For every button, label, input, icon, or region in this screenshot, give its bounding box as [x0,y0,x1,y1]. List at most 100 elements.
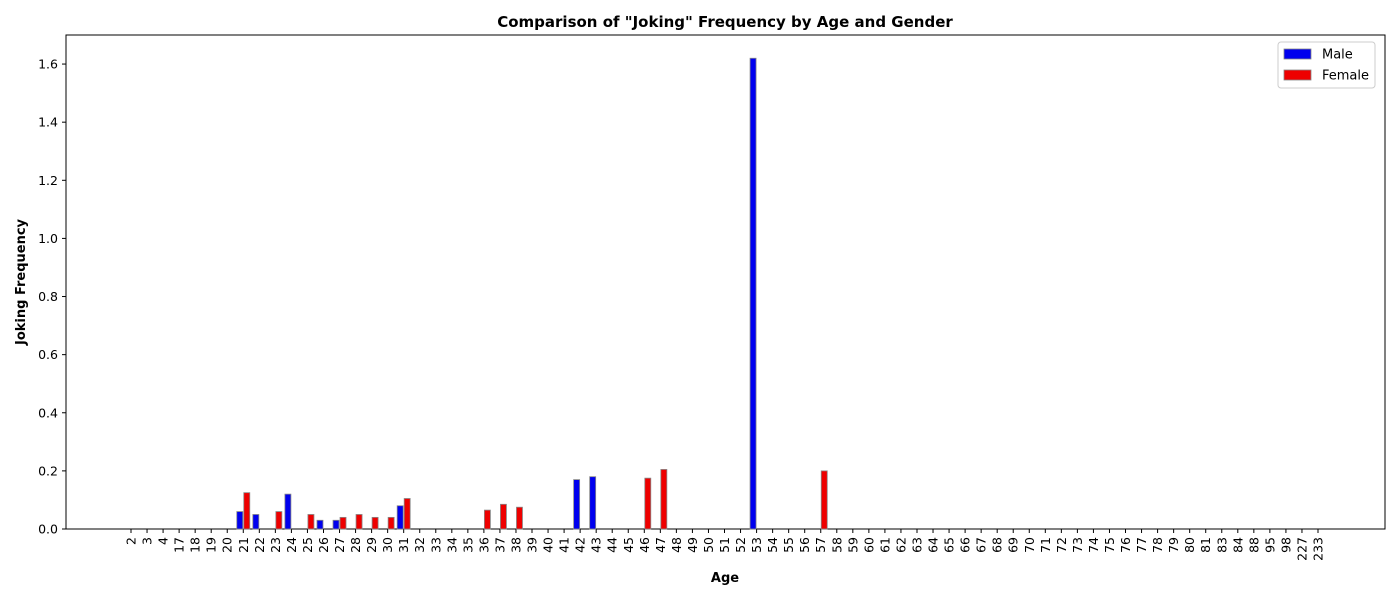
x-tick-label: 70 [1022,537,1037,553]
x-tick-label: 62 [893,537,908,553]
x-tick-label: 31 [396,537,411,553]
bar-female [355,514,363,530]
x-tick-label: 67 [974,537,989,553]
x-tick-label: 27 [332,537,347,553]
x-tick-label: 39 [525,537,540,553]
x-tick-label: 74 [1086,537,1101,553]
x-tick-label: 95 [1262,537,1277,553]
x-tick-label: 33 [428,537,443,553]
x-tick-label: 21 [236,537,251,553]
x-tick-label: 52 [733,537,748,553]
x-tick-label: 69 [1006,537,1021,553]
x-tick-label: 19 [204,537,219,553]
bar-female [371,516,379,530]
x-tick-label: 98 [1278,537,1293,553]
x-tick-label: 53 [749,537,764,553]
x-tick-label: 81 [1198,537,1213,553]
bar-female [516,506,523,530]
x-tick-label: 22 [252,537,267,553]
y-tick-label: 0.4 [38,405,58,420]
bar-male [252,514,260,530]
x-tick-label: 50 [701,537,716,553]
y-tick-label: 1.6 [38,57,58,72]
bar-female [660,469,668,530]
x-tick-label: 58 [829,537,844,553]
x-tick-label: 60 [861,537,876,553]
x-tick-label: 44 [605,537,620,553]
bar-male [573,479,581,530]
bar-male [316,519,324,530]
x-tick-label: 233 [1311,537,1326,561]
x-tick-label: 78 [1150,537,1165,553]
x-tick-label: 80 [1182,537,1197,553]
y-axis-label: Joking Frequency [14,218,29,346]
bar-male [284,493,292,530]
x-tick-label: 32 [412,537,427,553]
x-tick-label: 72 [1054,537,1069,553]
bar-male [396,505,404,530]
x-tick-label: 79 [1166,537,1181,553]
x-tick-label: 35 [460,537,475,553]
y-tick-label: 0.8 [38,289,58,304]
x-tick-label: 34 [444,537,459,553]
x-tick-label: 88 [1246,537,1261,553]
x-tick-label: 75 [1102,537,1117,553]
bar-female [483,509,491,530]
x-tick-label: 43 [589,537,604,553]
x-tick-label: 56 [797,537,812,553]
plot-frame [65,34,1386,530]
x-tick-label: 65 [942,537,957,553]
y-tick-label: 1.0 [38,231,58,246]
x-tick-label: 55 [781,537,796,553]
bar-male [589,476,597,530]
x-tick-label: 26 [316,537,331,553]
legend: Male Female [1277,41,1376,89]
x-tick-label: 71 [1038,537,1053,553]
y-tick-label: 0.6 [38,347,58,362]
bar-female [387,516,395,530]
legend-swatch-male [1283,48,1312,60]
x-tick-label: 73 [1070,537,1085,553]
x-tick-label: 64 [926,537,941,553]
x-tick-label: 68 [990,537,1005,553]
bar-male [749,57,757,530]
y-tick-label: 1.4 [38,115,58,130]
bar-female [339,516,347,530]
x-tick-label: 37 [492,537,507,553]
x-tick-label: 61 [877,537,892,553]
y-tick-label: 0.0 [38,522,58,537]
legend-label-male: Male [1322,48,1353,63]
bar-female [820,470,828,530]
x-tick-label: 24 [284,537,299,553]
x-tick-label: 63 [909,537,924,553]
x-tick-label: 46 [637,537,652,553]
legend-label-female: Female [1322,69,1369,84]
x-tick-label: 47 [653,537,668,553]
x-tick-label: 18 [188,537,203,553]
x-tick-label: 83 [1214,537,1229,553]
bar-female [500,503,507,530]
x-tick-label: 54 [765,537,780,553]
y-tick-label: 0.2 [38,463,58,478]
x-tick-label: 23 [268,537,283,553]
x-tick-label: 2 [124,537,139,545]
x-tick-label: 20 [220,537,235,553]
x-tick-label: 3 [140,537,155,545]
y-tick-label: 1.2 [38,173,58,188]
x-tick-label: 77 [1134,537,1149,553]
chart-title: Comparison of "Joking" Frequency by Age … [497,13,953,31]
plot-area: 0.00.20.40.60.81.01.21.41.62 3 4 17 18 19 20 21… [38,34,1386,561]
x-tick-label: 25 [300,537,315,553]
x-tick-label: 17 [172,537,187,553]
x-tick-label: 41 [557,537,572,553]
x-tick-label: 42 [573,537,588,553]
x-tick-label: 4 [156,537,171,545]
x-axis-label: Age [711,571,739,586]
bar-female [275,511,283,530]
x-tick-label: 29 [364,537,379,553]
x-tick-label: 45 [621,537,636,553]
x-tick-label: 57 [813,537,828,553]
x-tick-label: 40 [541,537,556,553]
x-tick-label: 49 [685,537,700,553]
